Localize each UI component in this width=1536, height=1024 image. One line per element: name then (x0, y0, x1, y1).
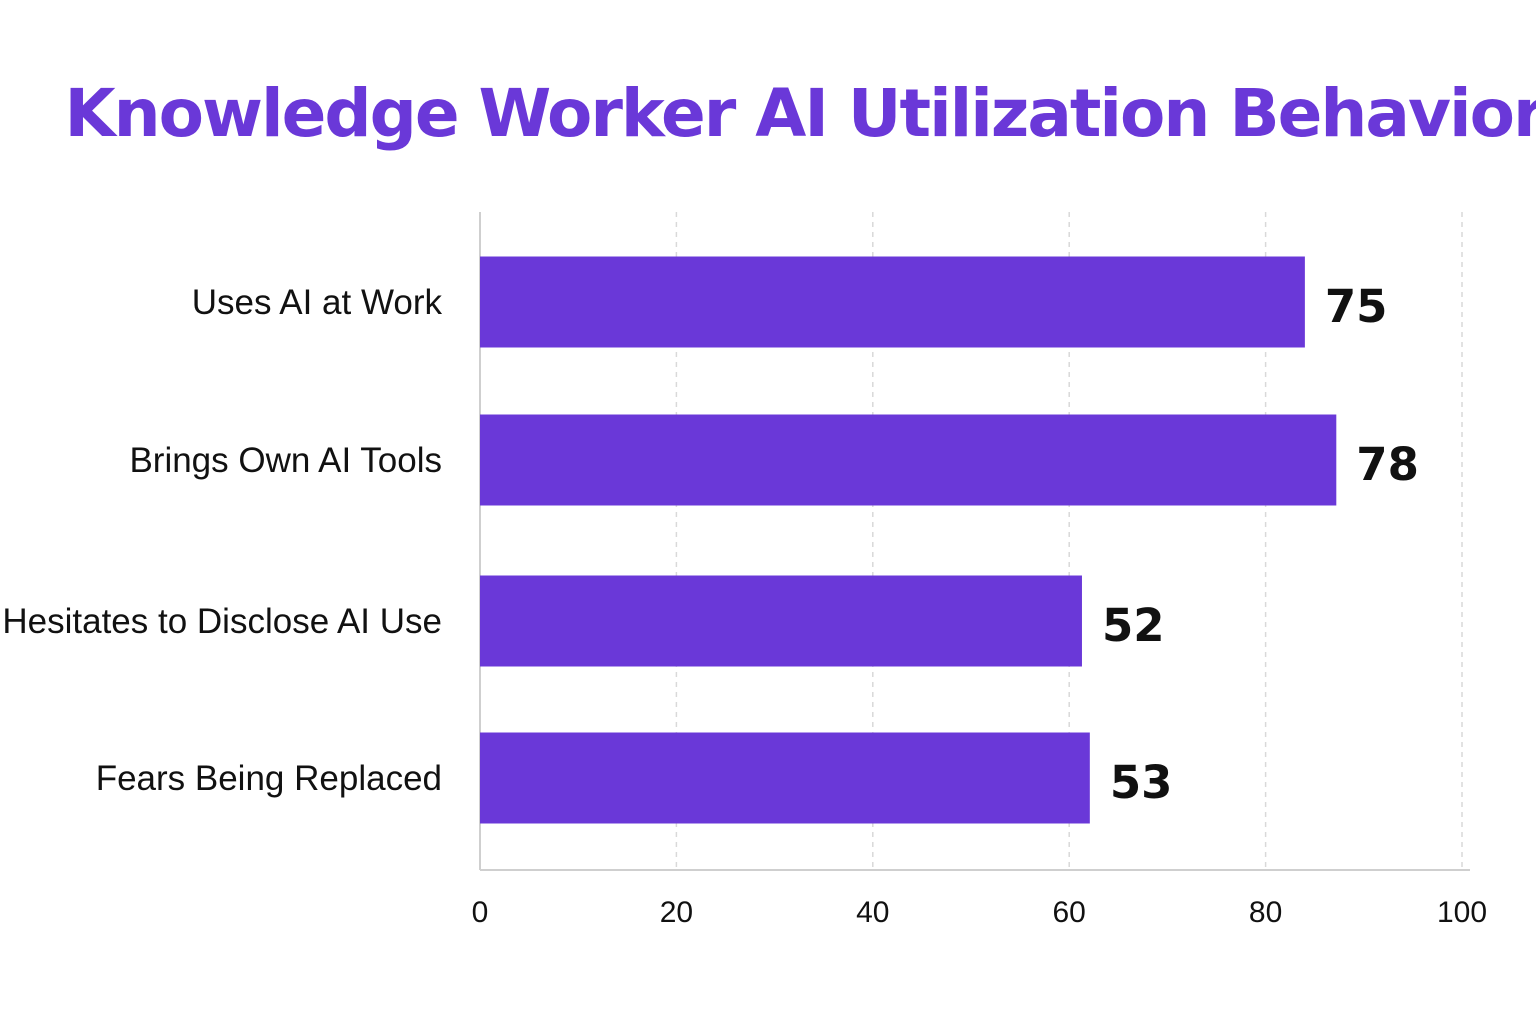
x-tick-label-20: 20 (660, 896, 693, 929)
value-label-1: 78 (1356, 438, 1419, 491)
category-label-3: Fears Being Replaced (96, 759, 442, 798)
value-label-3: 53 (1110, 756, 1173, 809)
x-tick-label-80: 80 (1249, 896, 1282, 929)
bars (480, 256, 1337, 824)
category-label-2: Hesitates to Disclose AI Use (2, 602, 442, 641)
value-label-0: 75 (1325, 280, 1388, 333)
x-tick-label-40: 40 (856, 896, 889, 929)
x-tick-label-0: 0 (472, 896, 489, 929)
value-label-2: 52 (1102, 599, 1165, 652)
bar-0 (480, 256, 1305, 348)
category-label-1: Brings Own AI Tools (129, 441, 442, 480)
bar-1 (480, 414, 1337, 506)
bar-3 (480, 732, 1090, 824)
category-label-0: Uses AI at Work (192, 283, 443, 322)
chart-title: Knowledge Worker AI Utilization Behavior (64, 75, 1536, 152)
bar-2 (480, 575, 1082, 667)
x-tick-label-60: 60 (1053, 896, 1086, 929)
labels: 0 20 40 60 80 100 Uses AI at Work 75 Brings Own … (2, 280, 1487, 929)
x-tick-label-100: 100 (1437, 896, 1487, 929)
